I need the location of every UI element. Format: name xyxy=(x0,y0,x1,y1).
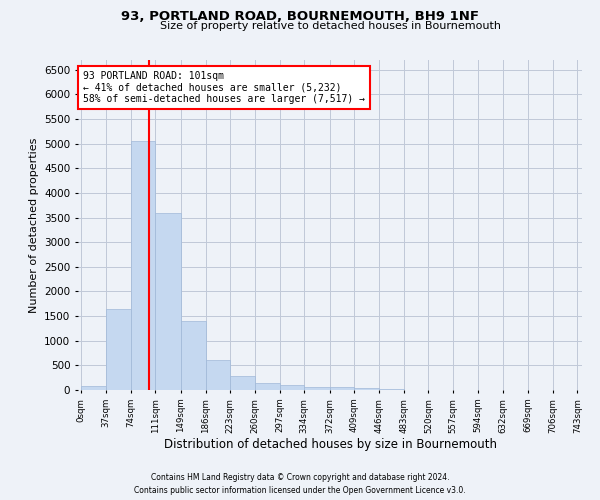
Bar xyxy=(280,385,304,390)
Bar xyxy=(155,212,181,390)
Bar xyxy=(181,320,206,390)
Bar xyxy=(230,376,255,390)
Bar xyxy=(255,383,280,390)
Text: 93, PORTLAND ROAD, BOURNEMOUTH, BH9 1NF: 93, PORTLAND ROAD, BOURNEMOUTH, BH9 1NF xyxy=(121,10,479,23)
Bar xyxy=(131,142,155,390)
Bar xyxy=(106,308,131,390)
Bar xyxy=(82,386,106,390)
Bar xyxy=(379,388,404,390)
Bar xyxy=(355,388,379,390)
Text: Contains HM Land Registry data © Crown copyright and database right 2024.
Contai: Contains HM Land Registry data © Crown c… xyxy=(134,474,466,495)
X-axis label: Distribution of detached houses by size in Bournemouth: Distribution of detached houses by size … xyxy=(163,438,497,451)
Bar xyxy=(206,360,230,390)
Bar xyxy=(329,388,355,390)
Bar xyxy=(304,386,329,390)
Text: 93 PORTLAND ROAD: 101sqm
← 41% of detached houses are smaller (5,232)
58% of sem: 93 PORTLAND ROAD: 101sqm ← 41% of detach… xyxy=(83,71,365,104)
Title: Size of property relative to detached houses in Bournemouth: Size of property relative to detached ho… xyxy=(160,22,500,32)
Y-axis label: Number of detached properties: Number of detached properties xyxy=(29,138,38,312)
